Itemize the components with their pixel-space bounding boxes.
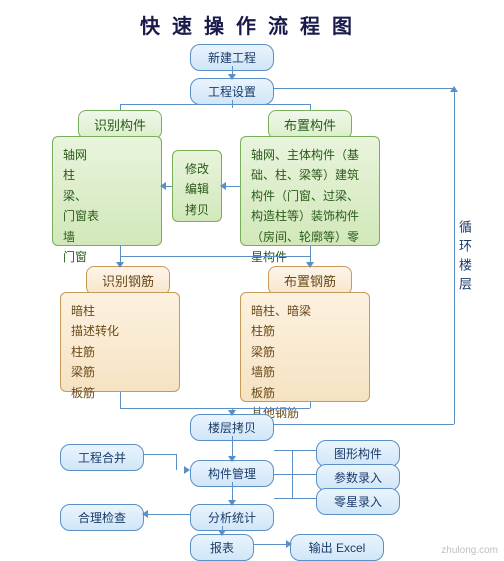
panel-modify-edit: 修改 编辑 拷贝 [172, 150, 222, 222]
arrow [454, 88, 455, 424]
arrowhead [286, 540, 292, 548]
arrow [144, 454, 176, 455]
watermark: zhulong.com [441, 545, 498, 556]
node-export-excel: 输出 Excel [290, 534, 384, 561]
node-identify-component: 识别构件 [78, 110, 162, 139]
arrow [120, 408, 310, 409]
arrow [120, 392, 121, 408]
node-project-merge: 工程合并 [60, 444, 144, 471]
arrowhead [160, 182, 166, 190]
node-rationality: 合理检查 [60, 504, 144, 531]
panel-identify-rebar: 暗柱 描述转化 柱筋 梁筋 板筋 [60, 292, 180, 392]
arrowhead [228, 410, 236, 416]
arrowhead [220, 182, 226, 190]
arrow [274, 424, 454, 425]
arrow [120, 256, 310, 257]
panel-arrange-component: 轴网、主体构件（基础、柱、梁等）建筑构件（门窗、过梁、构造柱等）装饰构件（房间、… [240, 136, 380, 246]
node-report: 报表 [190, 534, 254, 561]
arrowhead [184, 466, 190, 474]
arrowhead [218, 530, 226, 536]
node-analysis: 分析统计 [190, 504, 274, 531]
arrowhead [450, 86, 458, 92]
arrowhead [228, 456, 236, 462]
arrow [310, 402, 311, 408]
arrowhead [228, 74, 236, 80]
arrow [310, 104, 311, 110]
arrow [120, 104, 310, 105]
label-loop-floor: 循环楼层 [455, 220, 474, 296]
page-title: 快速操作流程图 [0, 10, 504, 39]
arrowhead [306, 262, 314, 268]
node-param-input: 参数录入 [316, 464, 400, 491]
arrow [274, 498, 316, 499]
arrow [274, 450, 316, 451]
node-scatter-input: 零星录入 [316, 488, 400, 515]
panel-arrange-rebar: 暗柱、暗梁 柱筋 梁筋 墙筋 板筋 其他钢筋 [240, 292, 370, 402]
arrow [292, 450, 293, 498]
arrow [254, 544, 290, 545]
arrow [120, 104, 121, 110]
arrowhead [142, 510, 148, 518]
node-graphic-component: 图形构件 [316, 440, 400, 467]
arrow [176, 454, 177, 470]
arrow [274, 88, 454, 89]
panel-identify-component: 轴网 柱 梁、 门窗表 墙 门窗 [52, 136, 162, 246]
arrowhead [116, 262, 124, 268]
arrow [144, 514, 190, 515]
node-arrange-rebar: 布置钢筋 [268, 266, 352, 295]
node-arrange-component: 布置构件 [268, 110, 352, 139]
node-identify-rebar: 识别钢筋 [86, 266, 170, 295]
arrow [274, 474, 316, 475]
arrowhead [228, 500, 236, 506]
